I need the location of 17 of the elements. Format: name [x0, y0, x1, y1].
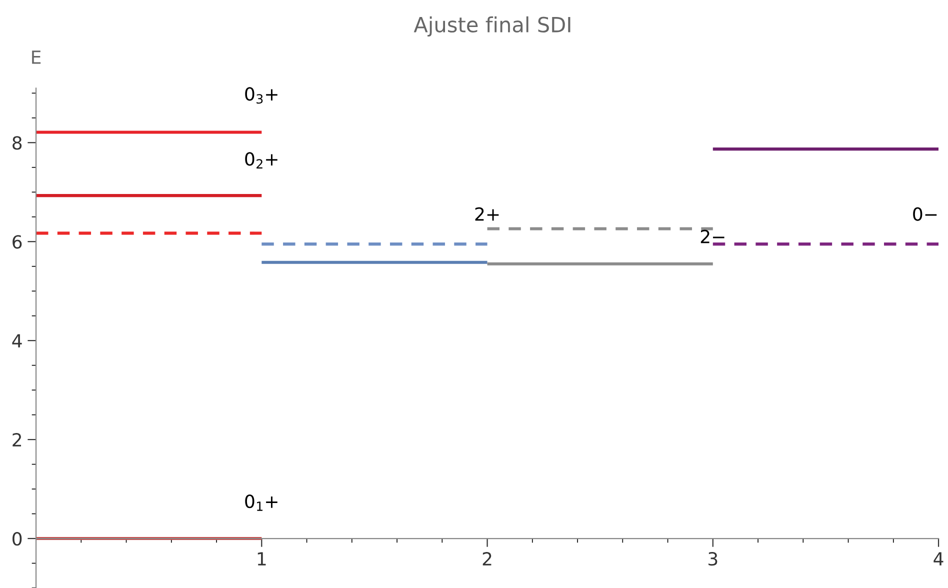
- annotation: 0$_{3}$+: [245, 87, 278, 104]
- y-tick-label: 8: [12, 136, 22, 150]
- x-tick-label: 3: [708, 552, 718, 566]
- x-tick-label: 1: [258, 552, 266, 566]
- chart-title: Ajuste final SDI: [414, 16, 570, 37]
- annotation: 0$_{1}$+: [245, 494, 278, 511]
- annotation: 2+: [475, 207, 499, 221]
- annotation: 0−: [913, 207, 937, 221]
- y-tick-label: 2: [12, 433, 22, 446]
- y-tick-label: 0: [12, 532, 22, 546]
- annotation: 2−: [700, 230, 724, 244]
- annotation: 0$_{2}$+: [245, 152, 278, 168]
- x-tick-label: 2: [482, 552, 492, 566]
- y-axis-title: E: [32, 50, 41, 64]
- x-tick-label: 4: [934, 552, 944, 566]
- y-tick-label: 6: [12, 235, 22, 249]
- y-tick-label: 4: [12, 334, 22, 348]
